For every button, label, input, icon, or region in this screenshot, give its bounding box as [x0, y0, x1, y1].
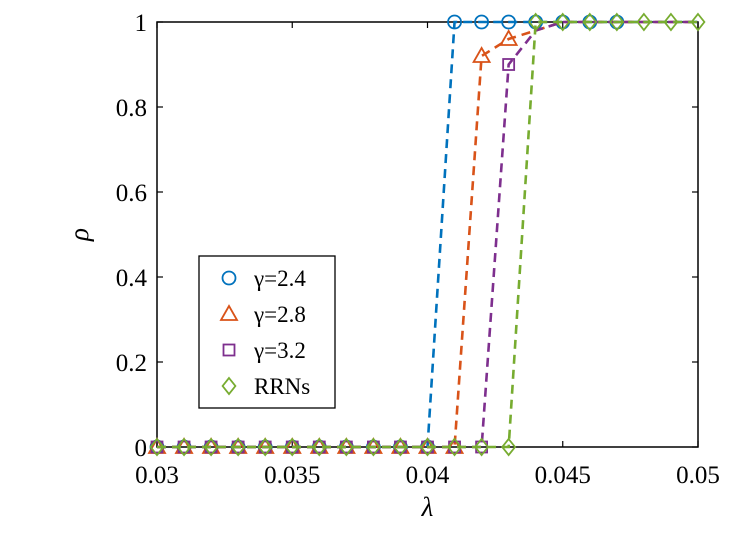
data-point [582, 12, 598, 32]
data-point [502, 58, 516, 71]
plot-area [147, 12, 706, 457]
data-point [501, 437, 517, 457]
data-point [555, 12, 571, 32]
data-point [257, 437, 273, 457]
data-point [230, 437, 246, 457]
y-axis-label: ρ [64, 228, 94, 242]
data-point [419, 437, 436, 457]
data-point [392, 437, 409, 457]
legend-marker [221, 270, 237, 286]
data-point [203, 437, 219, 457]
legend-marker [222, 343, 236, 357]
data-point [609, 12, 625, 32]
data-point [365, 437, 381, 457]
data-point [176, 437, 192, 457]
data-point [472, 46, 492, 63]
legend-label: γ=2.4 [253, 266, 306, 291]
data-point [528, 12, 544, 32]
x-tick-label: 0.05 [676, 462, 720, 489]
data-point [446, 437, 463, 457]
tick-labels: 0.03 0.035 0.04 0.045 0.05 0 0.2 0.4 0.6 0.8 1 [116, 10, 720, 489]
y-tick-label: 0.8 [116, 95, 147, 122]
legend: γ=2.4 γ=2.8 γ=3.2 RRNs [198, 255, 336, 409]
y-tick-label: 0.4 [116, 265, 148, 292]
y-tick-label: 1 [135, 10, 148, 37]
y-tick-label: 0 [135, 435, 148, 462]
y-tick-label: 0.6 [116, 180, 147, 207]
legend-label: γ=2.8 [253, 302, 306, 327]
legend-marker [219, 304, 239, 321]
x-tick-label: 0.045 [535, 462, 591, 489]
data-point [499, 29, 519, 46]
data-point [284, 437, 300, 457]
y-tick-label: 0.2 [116, 350, 147, 377]
legend-marker [221, 376, 237, 396]
data-point [636, 12, 652, 32]
x-tick-label: 0.03 [135, 462, 179, 489]
data-point [311, 437, 327, 457]
x-axis-label: λ [421, 492, 434, 522]
data-point [474, 437, 490, 457]
x-tick-label: 0.04 [406, 462, 450, 489]
legend-label: γ=3.2 [253, 338, 306, 363]
series-layer [147, 12, 706, 457]
x-tick-label: 0.035 [264, 462, 320, 489]
data-point [149, 437, 165, 457]
legend-box [198, 255, 336, 409]
data-point [338, 437, 354, 457]
legend-label: RRNs [254, 374, 310, 399]
data-point [690, 12, 706, 32]
data-point [474, 14, 490, 30]
data-point [663, 12, 679, 32]
series-rrns [149, 12, 706, 457]
series-line [157, 20, 698, 449]
data-point [501, 14, 517, 30]
data-point [447, 14, 462, 30]
